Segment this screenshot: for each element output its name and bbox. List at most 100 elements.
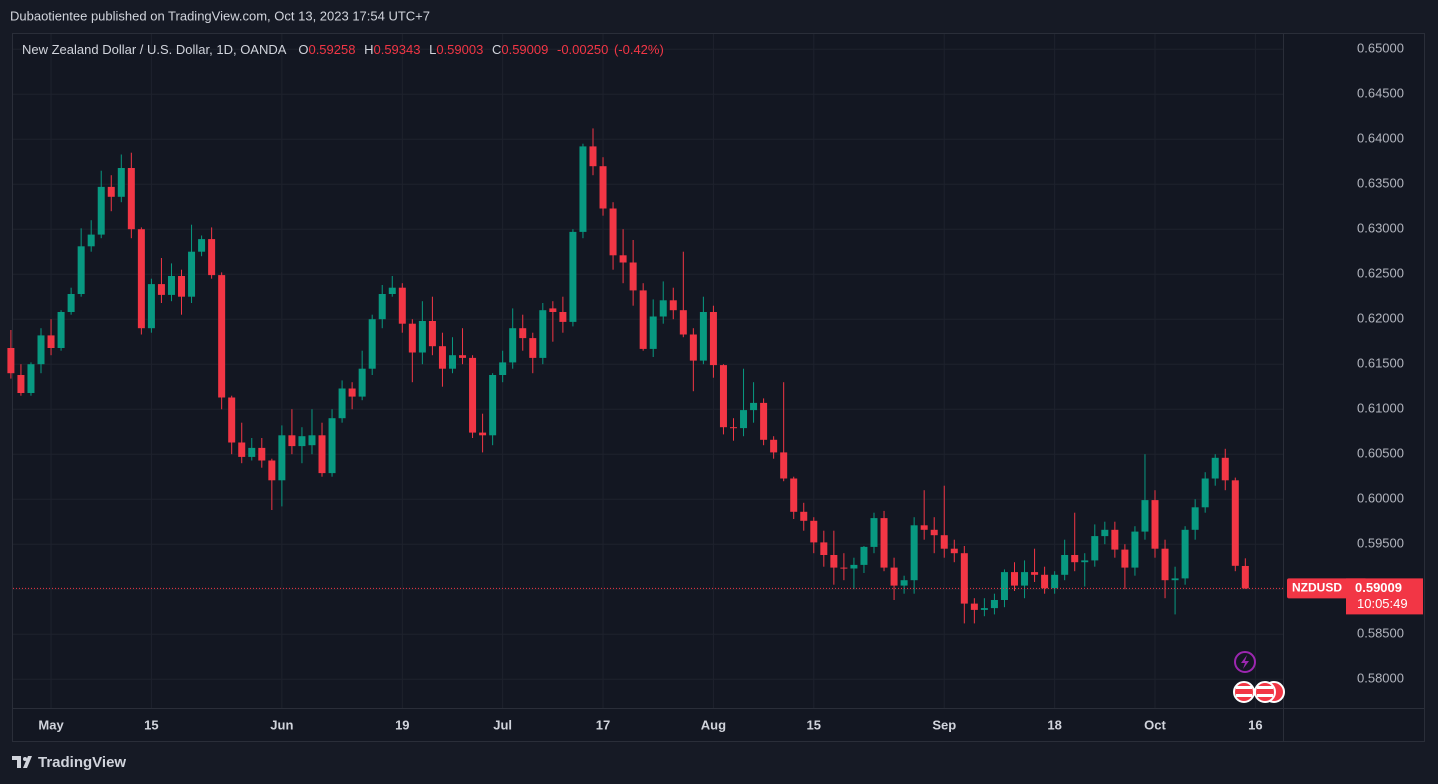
candle-body [659,300,667,317]
y-tick-label: 0.63000 [1357,221,1404,236]
legend-header: New Zealand Dollar / U.S. Dollar, 1D, OA… [22,42,664,57]
candle-body [348,388,356,397]
candle-body [17,375,25,393]
x-tick-label: Aug [701,717,726,732]
high-value: 0.59343 [373,42,420,57]
candle-body [398,287,406,324]
y-tick-label: 0.61500 [1357,356,1404,371]
x-tick-label: 18 [1047,717,1061,732]
candle-body [940,535,948,549]
candle-body [850,564,858,569]
close-value: 0.59009 [501,42,548,57]
candle-body [890,567,898,586]
y-tick-label: 0.63500 [1357,176,1404,191]
countdown-label: 10:05:49 [1357,596,1408,611]
candle-body [729,427,737,429]
candle-body [880,518,888,568]
change-percent: (-0.42%) [614,42,664,57]
candle-body [719,365,727,428]
candle-body [1201,478,1209,508]
candle-body [609,208,617,256]
candle-body [599,166,607,209]
candle-body [1021,572,1029,586]
candle-body [649,316,657,349]
candle-body [268,460,276,481]
candle-body [870,518,878,547]
candle-body [990,600,998,609]
candle-body [1161,548,1169,581]
candle-body [1000,572,1008,600]
candle-body [459,355,467,358]
low-value: 0.59003 [436,42,483,57]
ohlc-label: L [429,42,436,57]
candle-body [1231,480,1239,566]
x-tick-label: 19 [395,717,409,732]
candle-body [1081,560,1089,563]
candle-body [980,608,988,610]
candle-body [218,275,226,398]
candle-body [1031,572,1039,575]
candle-body [388,287,396,294]
candle-body [810,520,818,543]
candles [7,128,1283,624]
price-badge [1346,578,1423,615]
candle-body [318,435,326,474]
candle-body [328,418,336,474]
candle-body [1051,574,1059,589]
candle-body [960,553,968,604]
candle-body [579,146,587,232]
x-tick-label: Jul [493,717,512,732]
candle-body [740,410,748,429]
candle-body [930,529,938,536]
candle-body [619,255,627,263]
candle-body [67,294,75,312]
candle-body [770,439,778,453]
x-tick-label: 15 [144,717,158,732]
candle-body [378,294,386,320]
candle-body [750,402,758,411]
candle-body [1111,529,1119,550]
x-tick-label: Jun [270,717,293,732]
y-tick-label: 0.60000 [1357,491,1404,506]
candle-body [57,312,65,348]
candle-body [87,234,95,247]
candle-body [1131,531,1139,568]
change-value: -0.00250 [557,42,608,57]
candle-body [178,276,186,297]
candle-body [1041,574,1049,589]
candle-body [167,276,175,295]
candle-body [308,435,316,446]
ohlc-label: C [492,42,501,57]
candle-body [800,511,808,521]
candle-body [679,310,687,335]
candle-body [840,567,848,569]
x-tick-label: 17 [596,717,610,732]
candle-body [188,251,196,297]
symbol-title: New Zealand Dollar / U.S. Dollar, 1D, OA… [22,42,287,57]
candle-body [1071,555,1079,563]
ohlc-label: H [364,42,373,57]
candle-body [589,146,597,167]
x-tick-label: Oct [1144,717,1166,732]
candle-body [1061,555,1069,575]
candle-body [248,447,256,457]
logo-mark [23,757,27,761]
y-tick-label: 0.62000 [1357,311,1404,326]
y-tick-label: 0.64500 [1357,86,1404,101]
candle-body [830,555,838,568]
event-icon [1236,694,1252,697]
event-icon [1233,681,1255,703]
y-tick-label: 0.62500 [1357,266,1404,281]
candle-body [760,402,768,440]
candle-body [428,321,436,347]
candle-body [559,312,567,322]
candle-body [298,436,306,447]
candle-body [519,328,527,339]
candle-body [1091,536,1099,561]
candle-body [820,542,828,555]
candle-body [147,284,155,329]
candle-body [198,239,206,252]
open-value: 0.59258 [308,42,355,57]
event-icons [1233,651,1285,703]
